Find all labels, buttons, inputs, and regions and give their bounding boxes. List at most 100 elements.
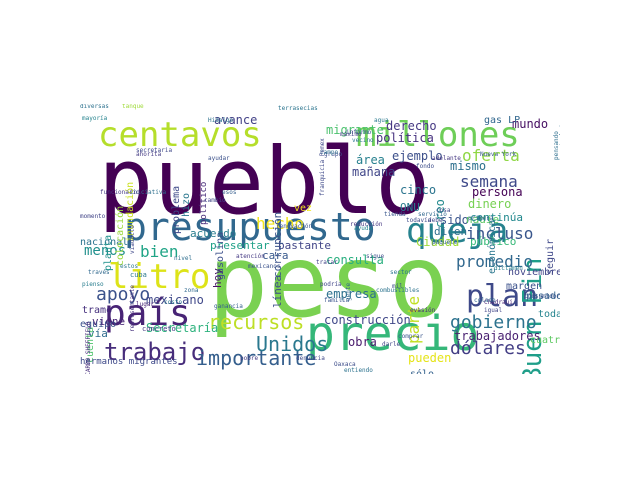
word: viaducto bbox=[129, 224, 136, 254]
word: menos bbox=[84, 243, 127, 259]
word: tienda bbox=[384, 211, 406, 218]
word: gasolina bbox=[215, 231, 226, 280]
word: Oaxaca bbox=[334, 361, 356, 368]
word: pueden bbox=[408, 351, 452, 365]
word: país bbox=[104, 293, 191, 334]
word: nacional bbox=[80, 237, 129, 248]
word: vecino bbox=[352, 137, 374, 144]
word: recursos bbox=[208, 310, 305, 334]
word: informó bbox=[346, 129, 372, 136]
word: atención bbox=[236, 253, 265, 260]
word: dicen bbox=[434, 225, 468, 238]
word: línea bbox=[271, 274, 284, 309]
word: concreto bbox=[142, 325, 176, 333]
word: cosa bbox=[436, 207, 451, 214]
word: fondo bbox=[416, 163, 435, 170]
word: zona bbox=[184, 287, 199, 294]
word: momento bbox=[80, 213, 106, 220]
word: ahorita bbox=[136, 151, 162, 158]
word: entiendo bbox=[344, 367, 373, 374]
word: renovación bbox=[276, 223, 313, 230]
word: presupuesto bbox=[124, 205, 376, 249]
word: hecho bbox=[256, 214, 305, 233]
word: comprar bbox=[398, 333, 424, 340]
word: gas LP bbox=[484, 115, 521, 126]
word: denuncia bbox=[296, 355, 325, 362]
word: lugar bbox=[136, 301, 155, 308]
word: planta bbox=[103, 235, 114, 272]
word: trabajo bbox=[104, 338, 206, 366]
word: sector bbox=[390, 269, 412, 276]
word: cambio bbox=[204, 197, 226, 204]
word: mexicanos bbox=[248, 263, 281, 270]
word: mismo bbox=[450, 159, 487, 173]
word: mexicano bbox=[146, 293, 204, 307]
word: construcción bbox=[324, 313, 411, 327]
word: derecho bbox=[386, 119, 437, 133]
word: gente bbox=[345, 282, 352, 301]
word: paquete bbox=[432, 239, 458, 246]
word: iniciativa bbox=[130, 189, 167, 196]
word: evasión bbox=[410, 307, 436, 314]
word: debe bbox=[428, 217, 443, 224]
word: gobierno bbox=[450, 312, 537, 333]
word: avance bbox=[214, 113, 258, 127]
word: agua bbox=[374, 117, 389, 124]
word: millones bbox=[356, 115, 520, 155]
word: adelante bbox=[432, 155, 461, 162]
word: trabajadores bbox=[454, 329, 541, 343]
word: Chedraui bbox=[484, 299, 513, 306]
word: nadie bbox=[466, 213, 500, 226]
word: máximo bbox=[340, 131, 362, 138]
word: grupo bbox=[324, 151, 343, 158]
word: equipo bbox=[80, 319, 117, 330]
word: vía bbox=[88, 327, 108, 340]
word: hizo bbox=[181, 192, 192, 217]
word: continúa bbox=[470, 211, 523, 224]
word: Unidos bbox=[256, 332, 329, 356]
word: importante bbox=[196, 346, 317, 370]
word: familia bbox=[324, 297, 350, 304]
word: terrasecias bbox=[278, 105, 318, 112]
word: campo bbox=[320, 149, 339, 156]
word: esos bbox=[222, 189, 237, 196]
word: semana bbox=[460, 172, 518, 191]
word: ONU bbox=[400, 201, 420, 214]
word: empresa bbox=[326, 287, 377, 301]
word: hermanos migrantes bbox=[80, 357, 178, 367]
word: política bbox=[376, 131, 434, 145]
word: dictamen bbox=[494, 265, 523, 272]
word: pensando bbox=[553, 130, 560, 160]
word: tanque bbox=[122, 104, 144, 110]
word: dinero bbox=[468, 197, 512, 211]
word-cloud: pueblo peso presupuesto precio millones … bbox=[80, 104, 560, 374]
word: mil bbox=[392, 283, 403, 290]
word: pasado bbox=[526, 291, 560, 302]
word: representante bbox=[129, 285, 136, 333]
word: mañana bbox=[352, 165, 396, 179]
word: sigue bbox=[366, 253, 385, 260]
word: precio bbox=[306, 306, 480, 362]
word: dólares bbox=[450, 338, 526, 359]
word: RICARDO SHEFFIELD bbox=[85, 321, 92, 374]
word: margen bbox=[506, 281, 543, 292]
word: diversas bbox=[80, 104, 109, 110]
word: tratar bbox=[316, 259, 338, 266]
word: persona bbox=[472, 185, 523, 199]
word: consumidores bbox=[524, 293, 560, 300]
word: cara bbox=[262, 249, 289, 262]
word: ganancia bbox=[214, 303, 243, 310]
word: consulta bbox=[326, 253, 384, 267]
word: combustibles bbox=[376, 287, 420, 294]
word: tramo bbox=[82, 305, 113, 316]
word: funcionario bbox=[100, 189, 140, 196]
word: ejemplo bbox=[392, 149, 443, 163]
word: pienso bbox=[82, 281, 104, 288]
word: público bbox=[470, 235, 517, 248]
word: sólo bbox=[410, 370, 434, 375]
word: Nueva York bbox=[480, 151, 517, 158]
word: igual bbox=[484, 307, 503, 314]
word: darle bbox=[382, 341, 401, 348]
word: litro bbox=[108, 257, 211, 297]
